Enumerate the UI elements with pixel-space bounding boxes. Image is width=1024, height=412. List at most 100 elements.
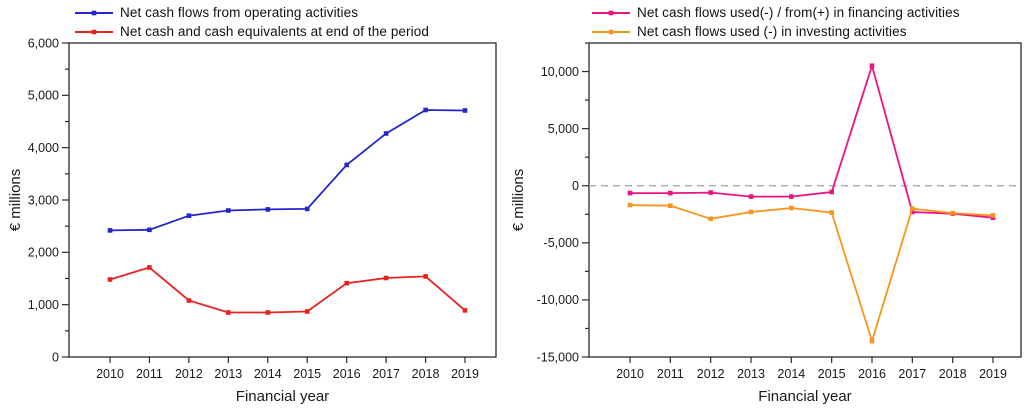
legend-item: Net cash and cash equivalents at end of … bbox=[75, 22, 429, 41]
legend-item: Net cash flows used (-) in investing act… bbox=[592, 22, 960, 41]
x-tick-label: 2010 bbox=[616, 367, 644, 381]
legend-label: Net cash flows from operating activities bbox=[120, 5, 359, 20]
legend-item: Net cash flows from operating activities bbox=[75, 3, 429, 22]
series-marker bbox=[708, 190, 713, 195]
x-tick-label: 2019 bbox=[979, 367, 1007, 381]
x-tick-label: 2016 bbox=[858, 367, 886, 381]
y-tick-label: -5,000 bbox=[544, 236, 579, 250]
series-marker bbox=[789, 205, 794, 211]
x-tick-label: 2011 bbox=[136, 367, 163, 381]
series-marker bbox=[627, 202, 633, 208]
series-line-0 bbox=[109, 109, 466, 232]
series-marker bbox=[748, 194, 754, 199]
x-tick-label: 2017 bbox=[898, 367, 926, 381]
x-tick-label: 2012 bbox=[697, 367, 725, 381]
x-tick-label: 2010 bbox=[96, 367, 124, 381]
x-tick-label: 2013 bbox=[737, 367, 765, 381]
x-tick-label: 2013 bbox=[214, 367, 242, 381]
series-marker bbox=[668, 190, 673, 196]
series-marker bbox=[829, 189, 834, 195]
series-marker bbox=[304, 309, 310, 314]
chart-operating-cash: 0 1,000 2,000 3,000 4,000 5,000 6,000 2010 2011 2… bbox=[7, 36, 497, 405]
x-axis-title: Financial year bbox=[758, 388, 851, 405]
series-marker bbox=[462, 308, 468, 313]
series-marker bbox=[147, 227, 152, 233]
legend-label: Net cash flows used (-) in investing act… bbox=[637, 24, 907, 39]
legend-line-swatch bbox=[75, 29, 113, 34]
plot-frame bbox=[68, 42, 497, 358]
legend-operating-cash: Net cash flows from operating activities… bbox=[75, 3, 429, 41]
legend-line-swatch bbox=[592, 10, 630, 15]
series-marker bbox=[869, 338, 875, 344]
series-marker bbox=[107, 277, 113, 282]
y-tick-label: 1,000 bbox=[28, 298, 59, 312]
series-marker bbox=[423, 107, 428, 113]
y-tick-label: 6,000 bbox=[28, 36, 59, 50]
x-axis-title: Financial year bbox=[236, 388, 329, 405]
x-tick-label: 2018 bbox=[412, 367, 440, 381]
series-line-1 bbox=[629, 204, 994, 345]
series-marker bbox=[829, 210, 834, 215]
series-marker bbox=[344, 162, 349, 168]
legend-line-swatch bbox=[75, 10, 113, 15]
series-marker bbox=[748, 209, 754, 215]
x-tick-label: 2011 bbox=[657, 367, 684, 381]
series-marker bbox=[265, 207, 271, 212]
x-tick-label: 2015 bbox=[818, 367, 846, 381]
series-marker bbox=[147, 265, 152, 270]
legend-label: Net cash flows used(-) / from(+) in fina… bbox=[637, 5, 960, 20]
y-tick-label: 3,000 bbox=[28, 193, 59, 207]
y-tick-label: 0 bbox=[572, 179, 579, 193]
legend-line-swatch bbox=[592, 29, 630, 34]
series-marker bbox=[226, 310, 231, 315]
series-marker bbox=[708, 216, 713, 222]
series-marker bbox=[107, 228, 113, 233]
y-tick-label: -10,000 bbox=[537, 293, 579, 307]
y-axis-title: € millions bbox=[7, 169, 24, 232]
y-tick-label: -15,000 bbox=[537, 350, 579, 364]
y-tick-label: 5,000 bbox=[548, 122, 579, 136]
y-tick-label: 0 bbox=[52, 350, 59, 364]
x-tick-label: 2012 bbox=[175, 367, 203, 381]
plot-frame bbox=[588, 42, 1022, 358]
series-marker bbox=[383, 131, 389, 136]
x-tick-label: 2019 bbox=[451, 367, 479, 381]
y-tick-label: 10,000 bbox=[541, 65, 579, 79]
series-marker bbox=[265, 310, 271, 315]
series-marker bbox=[950, 210, 955, 216]
x-tick-label: 2016 bbox=[333, 367, 361, 381]
legend-label: Net cash and cash equivalents at end of … bbox=[120, 24, 429, 39]
legend-financing-investing: Net cash flows used(-) / from(+) in fina… bbox=[592, 3, 960, 41]
series-marker bbox=[344, 280, 349, 286]
y-tick-label: 4,000 bbox=[28, 141, 59, 155]
series-line-0 bbox=[630, 62, 994, 219]
series-marker bbox=[186, 213, 192, 218]
panel-financing-investing: Net cash flows used(-) / from(+) in fina… bbox=[512, 0, 1024, 412]
series-marker bbox=[627, 190, 633, 196]
x-tick-label: 2014 bbox=[777, 367, 805, 381]
x-tick-label: 2018 bbox=[939, 367, 967, 381]
series-marker bbox=[910, 206, 915, 211]
series-marker bbox=[910, 209, 915, 215]
x-tick-label: 2015 bbox=[293, 367, 321, 381]
series-marker bbox=[226, 208, 231, 213]
series-marker bbox=[668, 203, 673, 208]
series-marker bbox=[990, 213, 996, 218]
y-axis-title: € millions bbox=[512, 169, 527, 232]
series-marker bbox=[423, 274, 428, 279]
series-marker bbox=[304, 206, 310, 212]
series-marker bbox=[869, 63, 875, 69]
legend-item: Net cash flows used(-) / from(+) in fina… bbox=[592, 3, 960, 22]
x-tick-label: 2014 bbox=[254, 367, 282, 381]
series-marker bbox=[186, 298, 192, 303]
x-tick-label: 2017 bbox=[372, 367, 400, 381]
panel-operating-cash: Net cash flows from operating activities… bbox=[7, 3, 497, 405]
series-line-1 bbox=[109, 266, 466, 314]
series-marker bbox=[383, 275, 389, 281]
y-tick-label: 5,000 bbox=[28, 89, 59, 103]
chart-financing-investing: -15,000 -10,000 -5,000 0 5,000 10,000 2010 2011… bbox=[512, 42, 1022, 405]
y-tick-label: 2,000 bbox=[28, 246, 59, 260]
series-marker bbox=[462, 108, 468, 113]
series-marker bbox=[789, 194, 794, 199]
